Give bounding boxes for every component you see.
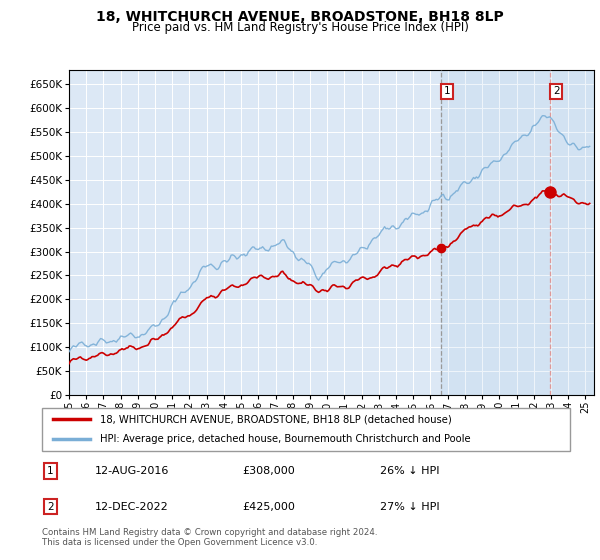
Text: 12-AUG-2016: 12-AUG-2016 — [95, 466, 169, 476]
Text: 1: 1 — [47, 466, 54, 476]
Text: £425,000: £425,000 — [242, 502, 296, 511]
Bar — [441, 70, 594, 395]
Text: HPI: Average price, detached house, Bournemouth Christchurch and Poole: HPI: Average price, detached house, Bour… — [100, 434, 471, 444]
Text: 12-DEC-2022: 12-DEC-2022 — [95, 502, 169, 511]
Text: 18, WHITCHURCH AVENUE, BROADSTONE, BH18 8LP: 18, WHITCHURCH AVENUE, BROADSTONE, BH18 … — [96, 10, 504, 24]
Text: 2: 2 — [553, 86, 559, 96]
Text: 1: 1 — [444, 86, 451, 96]
Text: £308,000: £308,000 — [242, 466, 295, 476]
Text: Contains HM Land Registry data © Crown copyright and database right 2024.
This d: Contains HM Land Registry data © Crown c… — [42, 528, 377, 547]
Text: 26% ↓ HPI: 26% ↓ HPI — [380, 466, 439, 476]
Text: 18, WHITCHURCH AVENUE, BROADSTONE, BH18 8LP (detached house): 18, WHITCHURCH AVENUE, BROADSTONE, BH18 … — [100, 414, 452, 424]
FancyBboxPatch shape — [42, 408, 570, 451]
Text: 27% ↓ HPI: 27% ↓ HPI — [380, 502, 440, 511]
Text: Price paid vs. HM Land Registry's House Price Index (HPI): Price paid vs. HM Land Registry's House … — [131, 21, 469, 34]
Text: 2: 2 — [47, 502, 54, 511]
